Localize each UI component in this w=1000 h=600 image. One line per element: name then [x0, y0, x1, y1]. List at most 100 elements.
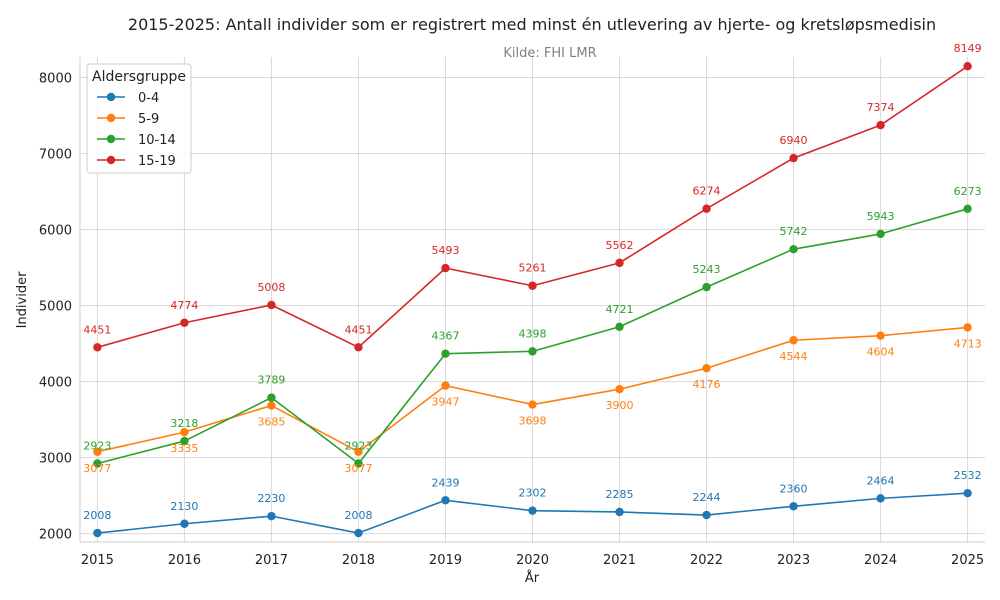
data-point-15-19 — [702, 204, 711, 213]
data-label-15-19: 6940 — [780, 134, 808, 147]
data-label-0-4: 2130 — [170, 500, 198, 513]
data-label-5-9: 4544 — [780, 350, 808, 363]
y-axis-label: Individer — [15, 271, 30, 328]
data-point-10-14 — [180, 436, 189, 446]
x-tick-label: 2018 — [342, 553, 375, 568]
data-label-10-14: 4721 — [606, 303, 634, 316]
data-label-5-9: 4176 — [693, 378, 721, 391]
data-point-15-19 — [528, 281, 537, 290]
series-layer — [93, 61, 972, 538]
y-tick-label: 8000 — [39, 72, 72, 87]
data-point-5-9 — [93, 447, 102, 456]
data-point-5-9 — [180, 427, 189, 437]
data-point-10-14 — [528, 347, 537, 356]
data-point-15-19 — [963, 61, 972, 71]
data-label-0-4: 2008 — [83, 509, 111, 522]
axes: 2015 2016 2017 2018 2019 2020 2021 2022 2023 2024… — [39, 57, 985, 568]
data-point-0-4 — [702, 510, 711, 520]
data-label-15-19: 5261 — [519, 262, 547, 275]
legend-label-0-4: 0-4 — [138, 91, 159, 106]
data-label-5-9: 4604 — [867, 346, 895, 359]
data-label-5-9: 3947 — [431, 396, 459, 409]
data-point-15-19 — [615, 258, 624, 268]
data-point-0-4 — [963, 488, 972, 498]
data-label-0-4: 2244 — [693, 491, 721, 504]
data-point-5-9 — [354, 447, 363, 456]
legend-marker-15-19 — [106, 155, 116, 165]
data-label-10-14: 5943 — [867, 210, 895, 223]
data-label-10-14: 4398 — [519, 327, 547, 340]
data-label-5-9: 3077 — [83, 462, 111, 475]
data-label-10-14: 3218 — [170, 417, 198, 430]
data-label-0-4: 2008 — [344, 509, 372, 522]
data-label-15-19: 5008 — [257, 281, 285, 294]
x-tick-label: 2016 — [168, 553, 201, 568]
data-point-10-14 — [267, 393, 276, 402]
data-point-10-14 — [441, 349, 450, 358]
grid — [80, 57, 985, 542]
data-point-5-9 — [702, 364, 711, 373]
data-label-5-9: 3698 — [519, 415, 547, 428]
data-point-0-4 — [528, 506, 537, 515]
y-tick-label: 7000 — [39, 148, 72, 163]
data-point-15-19 — [789, 153, 798, 163]
data-point-5-9 — [789, 336, 798, 345]
data-label-0-4: 2532 — [954, 469, 982, 482]
data-label-0-4: 2230 — [257, 492, 285, 505]
data-label-0-4: 2360 — [780, 482, 808, 495]
data-point-10-14 — [354, 459, 363, 468]
x-tick-label: 2020 — [516, 553, 549, 568]
data-point-5-9 — [876, 331, 885, 340]
data-point-10-14 — [963, 204, 972, 214]
chart-title: 2015-2025: Antall individer som er regis… — [128, 15, 936, 34]
data-point-5-9 — [267, 401, 276, 410]
data-label-0-4: 2439 — [431, 476, 459, 489]
x-tick-label: 2017 — [255, 553, 288, 568]
data-label-10-14: 2923 — [83, 439, 111, 452]
y-tick-label: 5000 — [39, 300, 72, 315]
legend-title: Aldersgruppe — [92, 69, 186, 85]
data-point-10-14 — [876, 229, 885, 239]
data-label-10-14: 2923 — [344, 439, 372, 452]
data-label-5-9: 3335 — [170, 442, 198, 455]
data-label-15-19: 7374 — [867, 101, 895, 114]
data-label-10-14: 6273 — [954, 185, 982, 198]
legend: Aldersgruppe 0-4 5-9 10-14 15-19 — [86, 63, 192, 174]
legend-label-5-9: 5-9 — [138, 112, 159, 127]
legend-box — [86, 63, 192, 174]
data-label-5-9: 3685 — [257, 416, 285, 429]
data-label-5-9: 3077 — [344, 462, 372, 475]
legend-marker-5-9 — [106, 113, 116, 123]
data-point-0-4 — [615, 507, 624, 517]
data-label-5-9: 3900 — [606, 399, 634, 412]
data-point-5-9 — [963, 323, 972, 332]
x-axis-label: År — [525, 570, 540, 586]
data-point-5-9 — [615, 385, 624, 394]
data-point-0-4 — [267, 511, 276, 521]
data-label-15-19: 6274 — [693, 185, 721, 198]
data-point-10-14 — [93, 459, 102, 468]
y-tick-label: 2000 — [39, 528, 72, 543]
x-tick-label: 2022 — [690, 553, 723, 568]
data-point-10-14 — [615, 322, 624, 331]
data-label-15-19: 4774 — [170, 299, 198, 312]
data-point-15-19 — [441, 263, 450, 273]
data-label-15-19: 8149 — [954, 42, 982, 55]
x-tick-label: 2025 — [951, 553, 984, 568]
legend-marker-10-14 — [106, 134, 116, 144]
data-point-15-19 — [93, 343, 102, 352]
y-tick-label: 4000 — [39, 376, 72, 391]
data-labels: 2008 2130 2230 2008 2439 2302 2285 2244 2360 2464… — [83, 42, 981, 522]
x-tick-label: 2015 — [81, 553, 114, 568]
data-label-15-19: 4451 — [344, 323, 372, 336]
data-point-0-4 — [354, 528, 363, 538]
data-label-10-14: 4367 — [431, 330, 459, 343]
data-point-15-19 — [267, 300, 276, 310]
y-tick-label: 3000 — [39, 452, 72, 467]
data-point-0-4 — [876, 494, 885, 503]
x-tick-label: 2021 — [603, 553, 636, 568]
x-tick-label: 2024 — [864, 553, 897, 568]
data-point-0-4 — [93, 528, 102, 538]
data-label-15-19: 5562 — [606, 239, 634, 252]
